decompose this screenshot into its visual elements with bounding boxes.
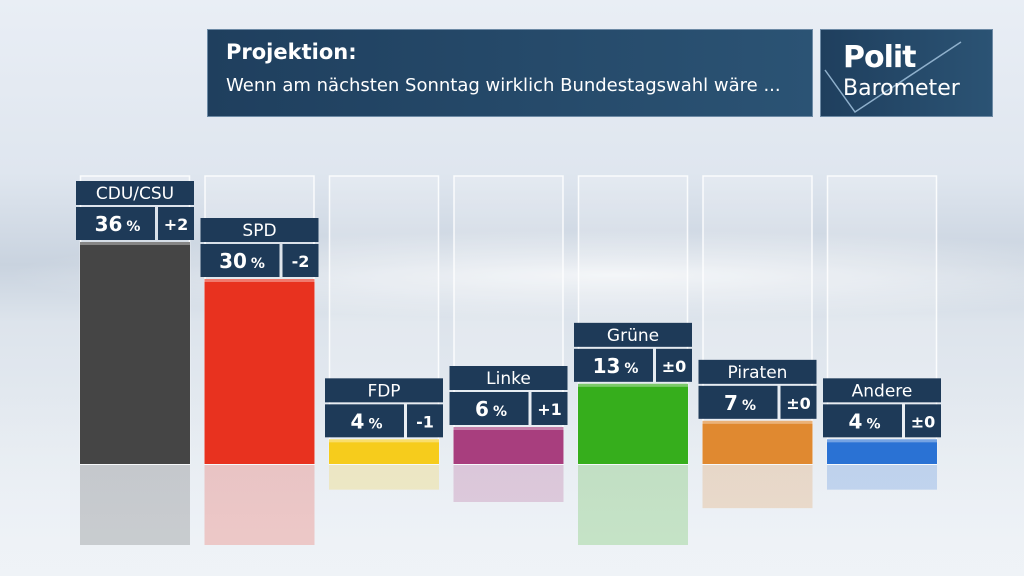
bar-highlight bbox=[453, 427, 564, 430]
category-label: SPD bbox=[242, 221, 276, 241]
change-label: ±0 bbox=[786, 394, 811, 413]
bar bbox=[80, 242, 190, 464]
bar-reflection bbox=[80, 465, 190, 545]
value-label-box bbox=[574, 348, 653, 382]
bar bbox=[453, 427, 564, 464]
value-label: 7% bbox=[724, 391, 756, 415]
category-label: CDU/CSU bbox=[96, 184, 174, 204]
bar bbox=[702, 420, 813, 464]
change-label: +1 bbox=[537, 400, 562, 419]
logo-line2: Barometer bbox=[843, 76, 960, 101]
change-label-box bbox=[656, 348, 692, 382]
category-label: Linke bbox=[486, 369, 531, 389]
change-label-box bbox=[531, 392, 568, 425]
bar-highlight bbox=[329, 439, 439, 443]
bar-reflection bbox=[702, 465, 813, 509]
change-label: ±0 bbox=[662, 357, 687, 376]
politbarometer-logo: Polit Barometer bbox=[820, 29, 993, 117]
change-label-box bbox=[905, 404, 941, 438]
checkmark-icon bbox=[824, 41, 962, 114]
value-label-box bbox=[200, 244, 280, 277]
change-label-box bbox=[158, 207, 194, 240]
value-label-box bbox=[823, 404, 902, 438]
value-label: 4% bbox=[849, 409, 881, 433]
value-label: 4% bbox=[351, 409, 383, 433]
category-label: Piraten bbox=[728, 363, 788, 383]
change-label: -1 bbox=[416, 412, 434, 431]
change-label-box bbox=[780, 385, 817, 419]
bar-slot bbox=[702, 175, 813, 465]
category-label-box bbox=[76, 181, 194, 205]
bar-highlight bbox=[702, 420, 813, 424]
logo-line1: Polit bbox=[843, 40, 917, 75]
bar-reflection bbox=[827, 465, 937, 490]
bar-reflection bbox=[453, 465, 564, 502]
change-label: +2 bbox=[164, 215, 189, 234]
category-label-box bbox=[200, 218, 319, 242]
bar bbox=[827, 439, 937, 464]
bar-highlight bbox=[80, 242, 190, 245]
bar-reflection bbox=[329, 465, 439, 490]
category-label-box bbox=[449, 366, 568, 390]
category-label: Andere bbox=[852, 381, 913, 401]
bar bbox=[329, 439, 439, 464]
bar-reflection bbox=[204, 465, 315, 545]
change-label: ±0 bbox=[911, 412, 936, 431]
category-label-box bbox=[325, 378, 443, 403]
bar-highlight bbox=[204, 279, 315, 282]
value-label-box bbox=[698, 385, 778, 419]
change-label-box bbox=[407, 404, 443, 438]
change-label-box bbox=[282, 244, 319, 277]
category-label-box bbox=[574, 322, 692, 347]
category-label: FDP bbox=[367, 381, 400, 401]
page-subtitle: Wenn am nächsten Sonntag wirklich Bundes… bbox=[226, 75, 781, 96]
bar bbox=[578, 383, 688, 464]
page-title: Projektion: bbox=[226, 40, 357, 64]
value-label-box bbox=[76, 207, 155, 240]
category-label-box bbox=[698, 359, 817, 384]
category-label-box bbox=[823, 378, 941, 403]
value-label: 6% bbox=[475, 397, 507, 421]
value-label-box bbox=[449, 392, 529, 425]
category-label: Grüne bbox=[607, 326, 659, 346]
value-label: 36% bbox=[95, 212, 141, 236]
bar-reflection bbox=[578, 465, 688, 545]
header-panel: Projektion: Wenn am nächsten Sonntag wir… bbox=[207, 29, 813, 117]
bar bbox=[204, 279, 315, 464]
change-label: -2 bbox=[292, 252, 310, 271]
value-label: 13% bbox=[593, 354, 639, 378]
bar-highlight bbox=[578, 383, 688, 387]
value-label-box bbox=[325, 404, 404, 438]
value-label: 30% bbox=[219, 249, 265, 273]
bar-highlight bbox=[827, 439, 937, 443]
